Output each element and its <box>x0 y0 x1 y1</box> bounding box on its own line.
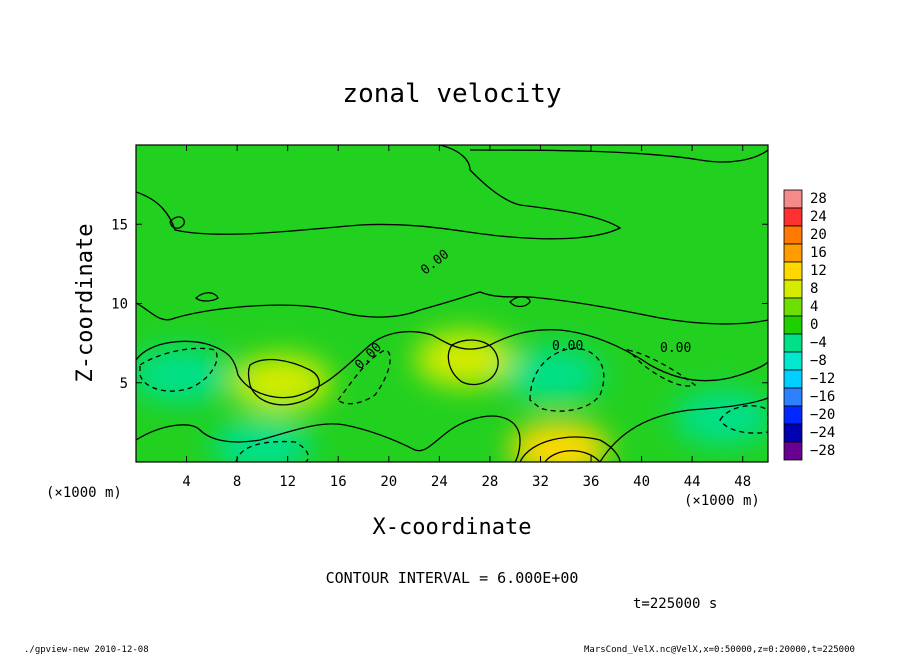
contour-small-island-2 <box>509 296 531 308</box>
colorbar-swatch <box>783 351 803 371</box>
contour-negative-center <box>529 347 605 412</box>
x-tick-label: 48 <box>734 474 751 490</box>
contour-lines <box>136 145 768 462</box>
colorbar-swatch <box>783 189 803 209</box>
positive-velocity-region <box>414 330 515 387</box>
contour-zero-upper <box>136 145 622 240</box>
contour-small-island-1 <box>195 292 219 302</box>
time-label: t=225000 s <box>633 596 717 612</box>
colorbar: 28 24 20 16 12 8 4 0 −4 −8 −12 −16 −20 −24 −28 <box>783 189 835 461</box>
contour-zero-lower <box>136 329 768 399</box>
colorbar-swatch <box>783 315 803 335</box>
colorbar-label: 12 <box>810 263 827 279</box>
colorbar-swatch <box>783 225 803 245</box>
contour-positive-bottom <box>519 436 621 462</box>
x-tick-label: 12 <box>279 474 296 490</box>
contour-negative-right-tongue <box>625 348 697 387</box>
plot-area: 0.00 0.00 0.00 0.00 <box>136 145 768 462</box>
x-tick-label: 24 <box>431 474 448 490</box>
contour-positive-left <box>247 358 320 406</box>
positive-velocity-region <box>231 354 332 411</box>
contour-negative-right <box>719 405 768 434</box>
colorbar-swatch <box>783 243 803 263</box>
negative-velocity-region <box>673 389 768 446</box>
x-tick-label: 40 <box>633 474 650 490</box>
colorbar-label: 4 <box>810 299 818 315</box>
colorbar-swatch <box>783 279 803 299</box>
x-tick-label: 20 <box>380 474 397 490</box>
y-axis-label: Z-coordinate <box>73 224 98 383</box>
x-unit-left: (×1000 m) <box>46 485 122 501</box>
contour-label: 0.00 <box>660 341 691 356</box>
footer-left: ./gpview-new 2010-12-08 <box>24 645 149 654</box>
colorbar-label: −20 <box>810 407 835 423</box>
y-tick-label: 15 <box>111 217 128 233</box>
negative-velocity-region <box>503 346 604 403</box>
x-tick-label: 16 <box>330 474 347 490</box>
colorbar-label: 8 <box>810 281 818 297</box>
colorbar-swatch <box>783 297 803 317</box>
contour-zero-upper-2 <box>469 149 768 163</box>
x-tick-label: 32 <box>532 474 549 490</box>
colorbar-swatch <box>783 333 803 353</box>
colorbar-swatch <box>783 441 803 461</box>
contour-small-island-3 <box>169 216 185 229</box>
x-axis: 4 8 12 16 20 24 28 32 36 40 44 48 <box>182 145 751 490</box>
contour-zero-bottom-right <box>599 397 768 462</box>
negative-velocity-region <box>212 418 313 462</box>
colorbar-swatch <box>783 423 803 443</box>
colorbar-label: −16 <box>810 389 835 405</box>
x-tick-label: 44 <box>684 474 701 490</box>
colorbar-swatch <box>783 207 803 227</box>
contour-label: 0.00 <box>552 339 583 354</box>
x-tick-label: 28 <box>481 474 498 490</box>
colorbar-label: 20 <box>810 227 827 243</box>
x-tick-label: 36 <box>583 474 600 490</box>
colorbar-swatch <box>783 261 803 281</box>
colorbar-label: 24 <box>810 209 827 225</box>
x-axis-label: X-coordinate <box>373 515 532 540</box>
y-tick-label: 10 <box>111 297 128 313</box>
contour-interval: CONTOUR INTERVAL = 6.000E+00 <box>326 569 579 587</box>
colorbar-swatch <box>783 405 803 425</box>
colorbar-label: 0 <box>810 317 818 333</box>
contour-positive-middle <box>447 339 499 386</box>
colorbar-label: −8 <box>810 353 827 369</box>
colorbar-label: −4 <box>810 335 827 351</box>
velocity-field <box>136 330 768 462</box>
chart-title: zonal velocity <box>342 79 561 109</box>
footer-right: MarsCond_VelX.nc@VelX,x=0:50000,z=0:2000… <box>584 645 855 654</box>
contour-negative-left <box>139 347 218 392</box>
colorbar-label: −28 <box>810 443 835 459</box>
colorbar-swatch <box>783 369 803 389</box>
contour-zero-middle <box>136 291 768 325</box>
x-tick-label: 4 <box>182 474 190 490</box>
contour-positive-bottom-inner <box>544 450 601 462</box>
contour-negative-bottom <box>235 440 309 462</box>
plot-background <box>136 145 768 462</box>
x-tick-label: 8 <box>233 474 241 490</box>
contour-negative-center-left <box>337 349 391 405</box>
colorbar-label: −24 <box>810 425 835 441</box>
colorbar-label: 16 <box>810 245 827 261</box>
colorbar-swatch <box>783 387 803 407</box>
positive-velocity-region <box>509 421 610 462</box>
negative-velocity-region <box>136 346 231 403</box>
x-unit-right: (×1000 m) <box>684 493 760 509</box>
y-tick-label: 5 <box>120 376 128 392</box>
contour-zero-bottom <box>136 415 521 462</box>
colorbar-label: −12 <box>810 371 835 387</box>
y-axis: 5 10 15 <box>111 217 768 392</box>
colorbar-label: 28 <box>810 191 827 207</box>
